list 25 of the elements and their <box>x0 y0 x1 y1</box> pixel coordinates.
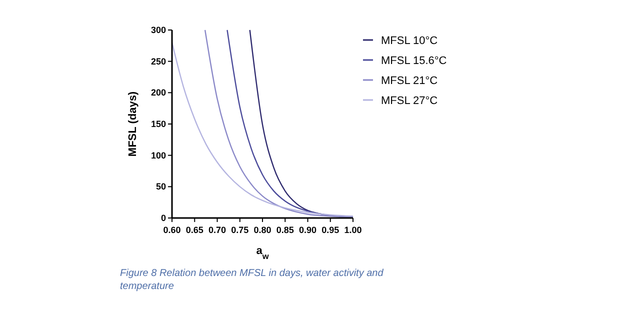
y-tick-label: 50 <box>156 182 166 192</box>
x-tick-label: 0.90 <box>298 225 317 235</box>
legend-label: MFSL 21°C <box>381 75 438 87</box>
x-tick-label: 0.60 <box>163 225 181 235</box>
y-tick-label: 0 <box>160 213 166 223</box>
line-series <box>226 29 354 218</box>
y-tick-label: 250 <box>150 56 166 66</box>
x-tick-label: 0.80 <box>254 225 272 235</box>
legend-label: MFSL 15.6°C <box>381 55 447 67</box>
x-tick-label: 0.70 <box>208 225 226 235</box>
x-tick-label: 0.65 <box>186 225 204 235</box>
legend-label: MFSL 27°C <box>381 95 438 107</box>
y-tick-label: 300 <box>150 25 166 35</box>
y-tick-label: 150 <box>150 119 166 129</box>
x-tick-label: 0.75 <box>231 225 249 235</box>
y-tick-label: 100 <box>150 150 166 160</box>
y-axis-title: MFSL (days) <box>127 91 139 157</box>
x-tick-label: 0.95 <box>322 225 340 235</box>
caption: Figure 8 Relation between MFSL in days, water activity and temperature <box>120 268 384 292</box>
line-series <box>204 29 354 218</box>
y-tick-label: 200 <box>150 88 166 98</box>
x-tick-label: 1.00 <box>344 225 362 235</box>
x-tick-label: 0.85 <box>276 225 294 235</box>
legend-label: MFSL 10°C <box>381 35 438 47</box>
x-axis-title: a$_{w}$ <box>256 245 270 260</box>
